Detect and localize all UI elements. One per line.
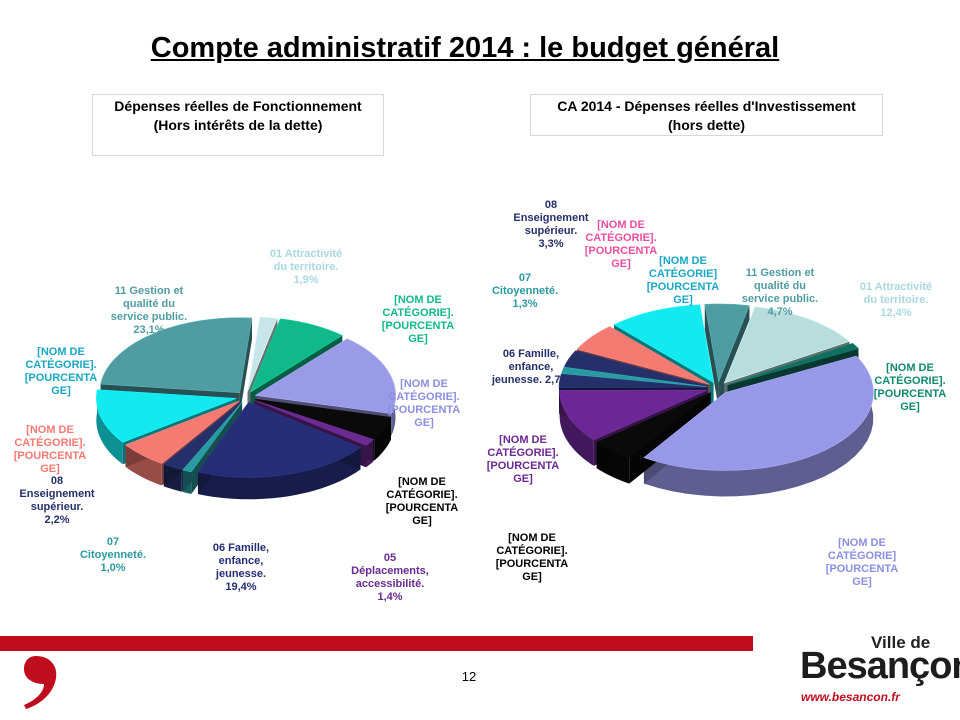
slice-side-9 xyxy=(559,390,594,466)
slice-label: 08 Enseignement supérieur. 2,2% xyxy=(19,475,95,526)
pie-chart-1 xyxy=(96,316,396,500)
slice-label: [NOM DE CATÉGORIE]. [POURCENTA GE] xyxy=(381,294,455,345)
slice-label: 07 Citoyenneté. 1,0% xyxy=(79,536,146,574)
pie-slice-5 xyxy=(254,399,374,446)
slice-wall-10-1 xyxy=(182,402,243,492)
pie-slice-9 xyxy=(124,400,240,464)
slice-label: 11 Gestion et qualité du service public.… xyxy=(110,285,188,336)
brand-url: www.besancon.fr xyxy=(801,690,900,704)
pie-slice-8 xyxy=(564,350,708,387)
slice-label: [NOM DE CATÉGORIE] [POURCENTA GE] xyxy=(825,537,899,588)
slice-label: [NOM DE CATÉGORIE]. [POURCENTA GE] xyxy=(584,219,658,270)
slice-label: [NOM DE CATÉGORIE]. [POURCENTA GE] xyxy=(387,378,461,429)
brand-name: Besançon xyxy=(800,645,960,687)
slice-label: 08 Enseignement supérieur. 3,3% xyxy=(513,199,589,250)
pie-chart-2 xyxy=(558,303,874,497)
pie-slice-4 xyxy=(255,398,392,439)
pie-slice-3 xyxy=(254,338,396,414)
slice-label: [NOM DE CATÉGORIE]. [POURCENTA GE] xyxy=(486,434,560,485)
slide-title: Compte administratif 2014 : le budget gé… xyxy=(150,32,780,64)
slice-side-10 xyxy=(643,356,874,497)
pie-slice-10 xyxy=(96,389,237,443)
pie-slice-6 xyxy=(197,401,362,478)
slice-label: [NOM DE CATÉGORIE]. [POURCENTA GE] xyxy=(873,362,947,413)
pie-slice-11 xyxy=(100,317,253,394)
pie-slice-7 xyxy=(560,366,708,388)
pie-slice-6 xyxy=(558,373,708,389)
pie-slice-1 xyxy=(723,306,851,384)
slice-label: 06 Famille, enfance, jeunesse. 2,7% xyxy=(491,348,571,386)
slice-wall-1-0 xyxy=(704,304,719,408)
pie-slice-9 xyxy=(576,326,710,385)
pie-slice-1 xyxy=(247,316,278,392)
comma-logo-icon xyxy=(24,656,57,709)
pie-slice-2 xyxy=(727,342,859,386)
slice-wall-3-1 xyxy=(239,318,252,415)
pie-slice-10 xyxy=(613,304,714,384)
slice-label: 01 Attractivité du territoire. 1,9% xyxy=(269,248,343,286)
slice-label: 07 Citoyenneté. 1,3% xyxy=(491,272,558,310)
pie-slice-2 xyxy=(249,318,343,393)
slice-label: [NOM DE CATÉGORIE]. [POURCENTA GE] xyxy=(13,424,87,475)
pie-slice-3 xyxy=(643,355,874,471)
slice-side-5 xyxy=(96,389,123,465)
slice-side-11 xyxy=(197,447,361,500)
pie-slice-7 xyxy=(182,401,243,473)
slice-label: 11 Gestion et qualité du service public.… xyxy=(741,267,819,318)
footer-bar xyxy=(0,636,753,651)
pie-slice-4 xyxy=(596,392,711,458)
pie-slice-8 xyxy=(163,401,242,471)
right-chart-title: CA 2014 - Dépenses réelles d'Investissem… xyxy=(530,94,883,136)
slice-label: [NOM DE CATÉGORIE]. [POURCENTA GE] xyxy=(24,346,98,397)
slice-label: 01 Attractivité du territoire. 12,4% xyxy=(859,281,933,319)
brand-subtitle: Ville de xyxy=(871,633,931,652)
slice-label: [NOM DE CATÉGORIE]. [POURCENTA GE] xyxy=(495,532,569,583)
left-chart-title-text: Dépenses réelles de Fonctionnement (Hors… xyxy=(114,98,362,133)
slice-label: [NOM DE CATÉGORIE] [POURCENTA GE] xyxy=(646,255,720,306)
pie-slice-11 xyxy=(704,303,750,384)
page-number: 12 xyxy=(461,669,477,684)
right-chart-title-text: CA 2014 - Dépenses réelles d'Investissem… xyxy=(557,98,856,133)
slice-label: 06 Famille, enfance, jeunesse. 19,4% xyxy=(212,542,270,593)
slice-label: [NOM DE CATÉGORIE]. [POURCENTA GE] xyxy=(385,476,459,527)
pie-slice-5 xyxy=(559,389,708,441)
left-chart-title: Dépenses réelles de Fonctionnement (Hors… xyxy=(92,94,384,156)
slice-label: 05 Déplacements, accessibilité. 1,4% xyxy=(351,552,429,603)
